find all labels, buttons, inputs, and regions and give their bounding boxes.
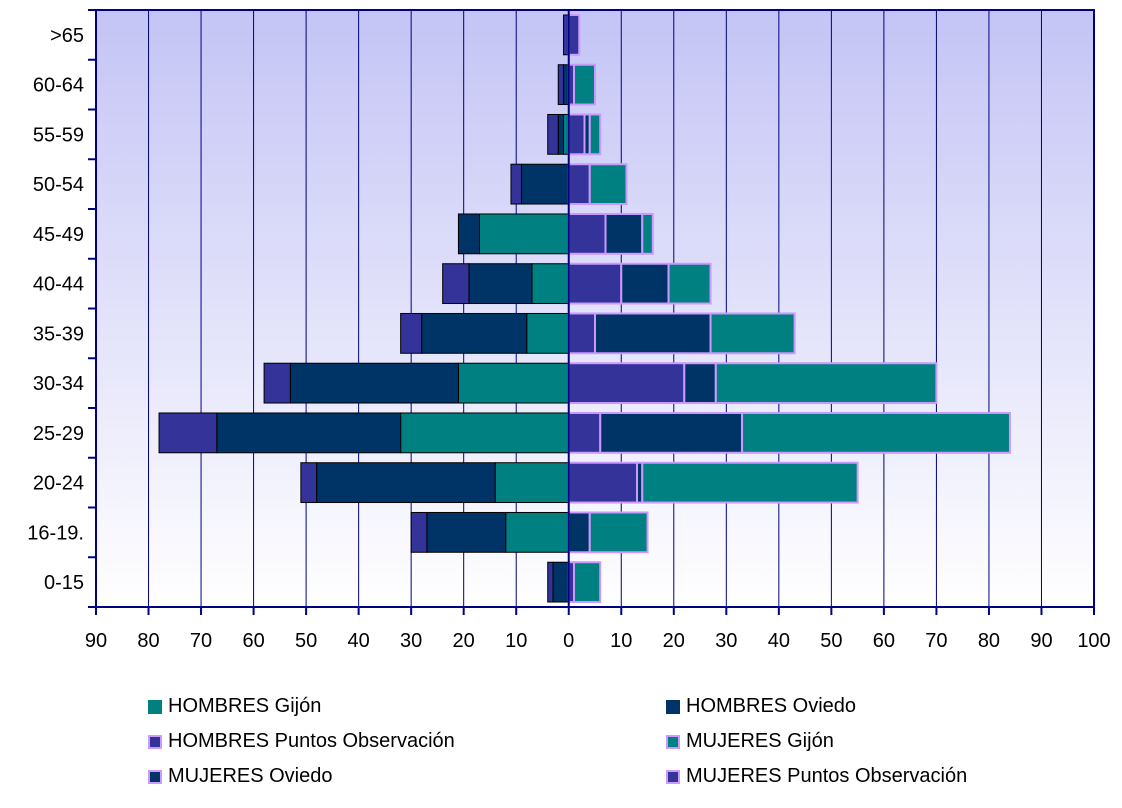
x-tick-label: 0 (563, 630, 574, 652)
bar-hombres-2-20-24 (300, 462, 318, 504)
y-tick-label: 16-19. (27, 522, 84, 544)
bar-mujeres-0-35-39 (567, 312, 596, 355)
bar-mujeres-1-16-19. (567, 511, 591, 554)
x-tick-label: 60 (242, 630, 264, 652)
x-tick-label: 30 (400, 630, 422, 652)
bar-mujeres-0-20-24 (567, 461, 639, 504)
bar-mujeres-2-30-34 (714, 362, 938, 405)
y-tick-label: >65 (50, 25, 84, 47)
bar-hombres-0-20-24 (494, 462, 570, 504)
y-tick-label: 30-34 (33, 373, 84, 395)
bar-mujeres-0->65 (567, 13, 581, 56)
bar-hombres-1-55-59 (557, 113, 564, 155)
bar-hombres-0-35-39 (526, 312, 570, 354)
bar-mujeres-1-40-44 (620, 262, 670, 305)
x-tick-label: 100 (1077, 630, 1110, 652)
bar-hombres-2-50-54 (510, 163, 522, 205)
y-tick-label: 20-24 (33, 473, 84, 495)
x-axis-labels: 90 80 70 60 50 40 30 20 10 0 10 20 30 40 50 60 70 80 90 100 (85, 630, 1111, 652)
bar-hombres-2-55-59 (547, 113, 559, 155)
y-tick-label: 60-64 (33, 75, 84, 97)
y-tick-label: 40-44 (33, 274, 84, 296)
x-tick-label: 40 (348, 630, 370, 652)
y-tick-label: 25-29 (33, 423, 84, 445)
bar-mujeres-2-60-64 (572, 63, 597, 106)
y-tick-label: 55-59 (33, 124, 84, 146)
bar-hombres-2-0-15 (547, 561, 554, 603)
y-tick-label: 0-15 (44, 572, 84, 594)
bars (158, 13, 1011, 604)
bar-mujeres-2-20-24 (641, 461, 859, 504)
bar-hombres-1-45-49 (457, 213, 480, 255)
bar-hombres-2-30-34 (263, 362, 291, 404)
bar-mujeres-1-35-39 (594, 312, 712, 355)
bar-hombres-1-30-34 (289, 362, 459, 404)
x-tick-label: 60 (873, 630, 895, 652)
bar-mujeres-0-55-59 (567, 113, 586, 156)
y-axis-labels: 0-15 16-19. 20-24 25-29 30-34 35-39 40-44 45-49… (27, 25, 84, 594)
bar-hombres-2-60-64 (557, 64, 564, 106)
bar-hombres-2-35-39 (400, 312, 423, 354)
bar-hombres-2-25-29 (158, 412, 218, 454)
bar-mujeres-0-45-49 (567, 212, 607, 255)
bar-hombres-2-40-44 (442, 263, 470, 305)
bar-mujeres-1-25-29 (599, 411, 744, 454)
bar-hombres-0-45-49 (478, 213, 570, 255)
x-tick-label: 10 (610, 630, 632, 652)
bar-mujeres-0-25-29 (567, 411, 602, 454)
y-tick-label: 50-54 (33, 174, 84, 196)
bar-mujeres-2-16-19. (588, 511, 649, 554)
x-tick-label: 50 (295, 630, 317, 652)
x-tick-label: 20 (453, 630, 475, 652)
x-tick-label: 30 (715, 630, 737, 652)
x-tick-label: 80 (137, 630, 159, 652)
bar-mujeres-2-25-29 (741, 411, 1011, 454)
bar-hombres-1-20-24 (316, 462, 496, 504)
axes (88, 9, 1095, 615)
x-tick-label: 40 (768, 630, 790, 652)
x-tick-label: 50 (820, 630, 842, 652)
bar-mujeres-2-45-49 (641, 212, 654, 255)
bar-mujeres-2-55-59 (588, 113, 602, 156)
x-tick-label: 80 (978, 630, 1000, 652)
y-tick-label: 35-39 (33, 323, 84, 345)
y-tick-label: 45-49 (33, 224, 84, 246)
bar-hombres-0-16-19. (505, 511, 570, 553)
bar-mujeres-0-30-34 (567, 362, 686, 405)
bar-mujeres-2-50-54 (588, 163, 628, 206)
bar-hombres-0-25-29 (400, 412, 570, 454)
x-tick-label: 20 (663, 630, 685, 652)
bar-mujeres-1-45-49 (604, 212, 644, 255)
bar-mujeres-0-40-44 (567, 262, 623, 305)
bar-hombres-0-30-34 (457, 362, 570, 404)
bar-hombres-1-50-54 (520, 163, 570, 205)
x-tick-label: 70 (190, 630, 212, 652)
bar-hombres-1-40-44 (468, 263, 533, 305)
bar-mujeres-2-40-44 (667, 262, 712, 305)
bar-mujeres-0-50-54 (567, 163, 591, 206)
bar-hombres-0-40-44 (531, 263, 570, 305)
x-tick-label: 10 (505, 630, 527, 652)
bar-mujeres-2-0-15 (572, 561, 602, 604)
bar-hombres-1-25-29 (216, 412, 402, 454)
bar-hombres-1-16-19. (426, 511, 507, 553)
bar-mujeres-1-30-34 (683, 362, 717, 405)
x-tick-label: 90 (1030, 630, 1052, 652)
x-tick-label: 70 (925, 630, 947, 652)
plot-area (96, 10, 1094, 607)
bar-mujeres-2-35-39 (709, 312, 796, 355)
bar-hombres-2-16-19. (410, 511, 428, 553)
bar-hombres-1-35-39 (421, 312, 528, 354)
bar-hombres-1-0-15 (552, 561, 570, 603)
x-tick-label: 90 (85, 630, 107, 652)
